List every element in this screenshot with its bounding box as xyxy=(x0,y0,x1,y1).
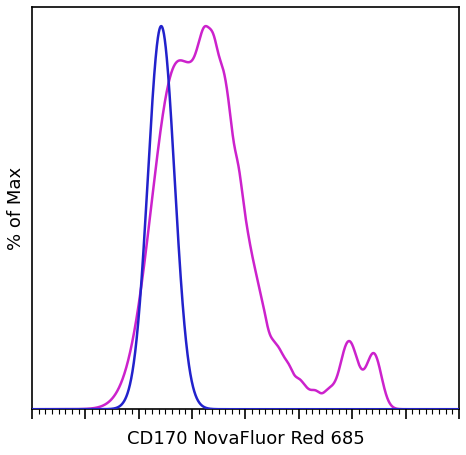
X-axis label: CD170 NovaFluor Red 685: CD170 NovaFluor Red 685 xyxy=(127,430,364,448)
Y-axis label: % of Max: % of Max xyxy=(7,167,25,250)
